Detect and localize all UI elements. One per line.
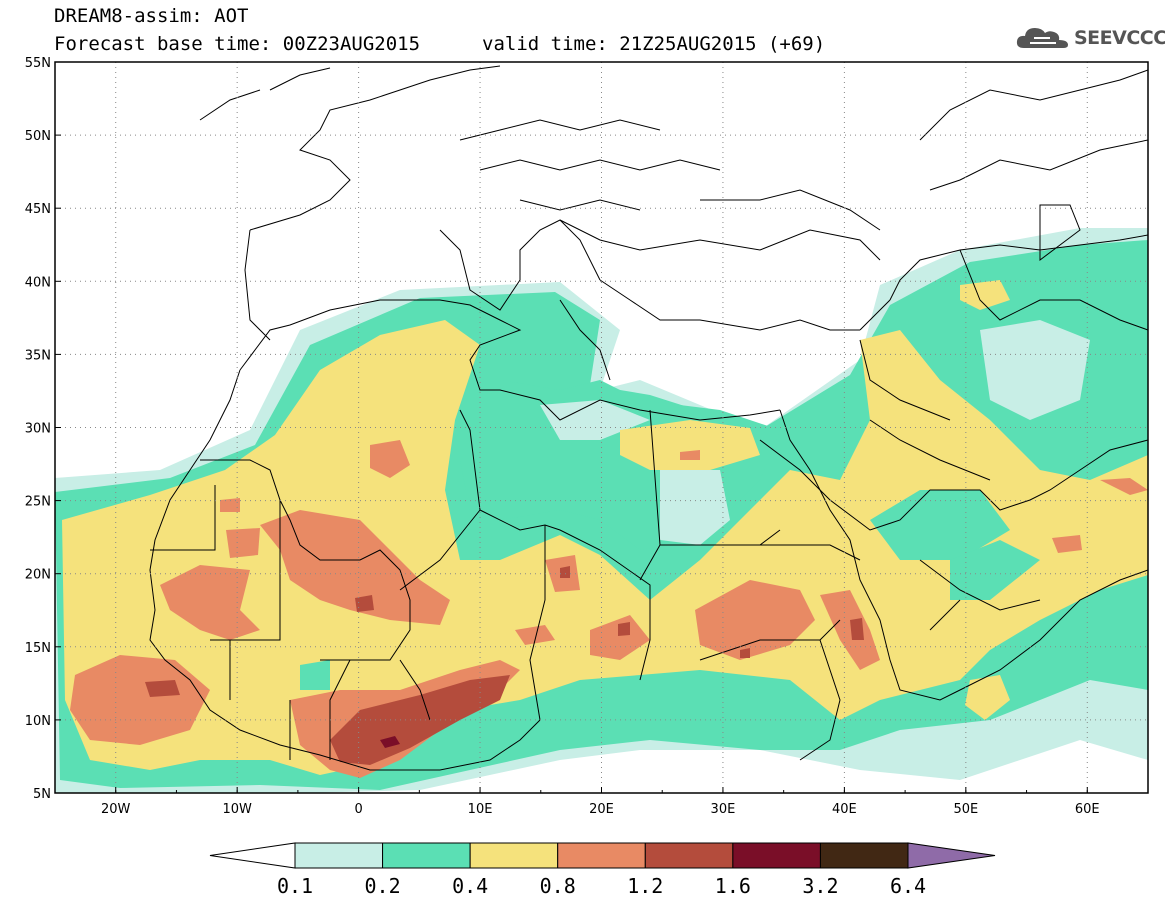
- lat-tick-label: 40N: [25, 275, 51, 290]
- colorbar-level-label: 3.2: [802, 874, 838, 898]
- colorbar-box: [382, 842, 471, 869]
- lat-tick-label: 55N: [25, 56, 51, 71]
- lon-tick-label: 0: [354, 802, 362, 817]
- colorbar-level-label: 0.4: [452, 874, 488, 898]
- valid-time: valid time: 21Z25AUG2015 (+69): [482, 33, 826, 55]
- cloud-icon: [1016, 28, 1068, 48]
- lon-tick-label: 20W: [101, 802, 131, 817]
- coastlines: [149, 65, 1148, 771]
- lon-tick-label: 60E: [1075, 802, 1100, 817]
- colorbar: 0.1 0.2 0.4 0.8 1.2 1.6 3.2 6.4: [209, 842, 996, 898]
- lat-tick-label: 5N: [33, 787, 51, 802]
- colorbar-level-label: 1.2: [627, 874, 663, 898]
- lat-tick-label: 25N: [25, 495, 51, 510]
- map-title: DREAM8-assim: AOT: [54, 5, 249, 27]
- colorbar-level-label: 0.2: [365, 874, 401, 898]
- lon-tick-label: 40E: [832, 802, 857, 817]
- aot-field: [55, 62, 1148, 793]
- latitude-tick-labels: 5N 10N 15N 20N 25N 30N 35N 40N 45N 50N 55N: [25, 56, 61, 802]
- seevccc-logo: SEEVCCC: [1016, 24, 1165, 52]
- colorbar-level-label: 0.8: [540, 874, 576, 898]
- colorbar-level-label: 1.6: [715, 874, 751, 898]
- colorbar-box: [732, 842, 821, 869]
- longitude-tick-labels: 20W 10W 0 10E 20E 30E 40E 50E 60E: [54, 787, 1149, 817]
- colorbar-box: [294, 842, 384, 869]
- colorbar-box: [557, 842, 646, 869]
- lon-tick-label: 20E: [589, 802, 614, 817]
- lat-tick-label: 10N: [25, 714, 51, 729]
- forecast-base-time: Forecast base time: 00Z23AUG2015: [54, 33, 421, 55]
- colorbar-level-label: 0.1: [277, 874, 313, 898]
- lat-tick-label: 30N: [25, 422, 51, 437]
- lat-tick-label: 50N: [25, 129, 51, 144]
- logo-text: SEEVCCC: [1074, 27, 1165, 49]
- lat-tick-label: 35N: [25, 348, 51, 363]
- colorbar-under-arrow: [209, 842, 296, 869]
- lat-tick-label: 45N: [25, 202, 51, 217]
- colorbar-box: [819, 842, 909, 869]
- lon-tick-label: 10W: [222, 802, 252, 817]
- gridlines: [55, 62, 1148, 793]
- lat-tick-label: 15N: [25, 641, 51, 656]
- aot-pocket-east: [300, 490, 1040, 690]
- country-borders: [150, 119, 1148, 761]
- colorbar-over-arrow: [907, 842, 996, 869]
- colorbar-box: [469, 842, 559, 869]
- lon-tick-label: 30E: [711, 802, 736, 817]
- lon-tick-label: 50E: [953, 802, 978, 817]
- colorbar-box: [644, 842, 734, 869]
- lat-tick-label: 20N: [25, 568, 51, 583]
- aot-level-1.6: [380, 736, 400, 748]
- colorbar-level-label: 6.4: [890, 874, 926, 898]
- lon-tick-label: 10E: [468, 802, 493, 817]
